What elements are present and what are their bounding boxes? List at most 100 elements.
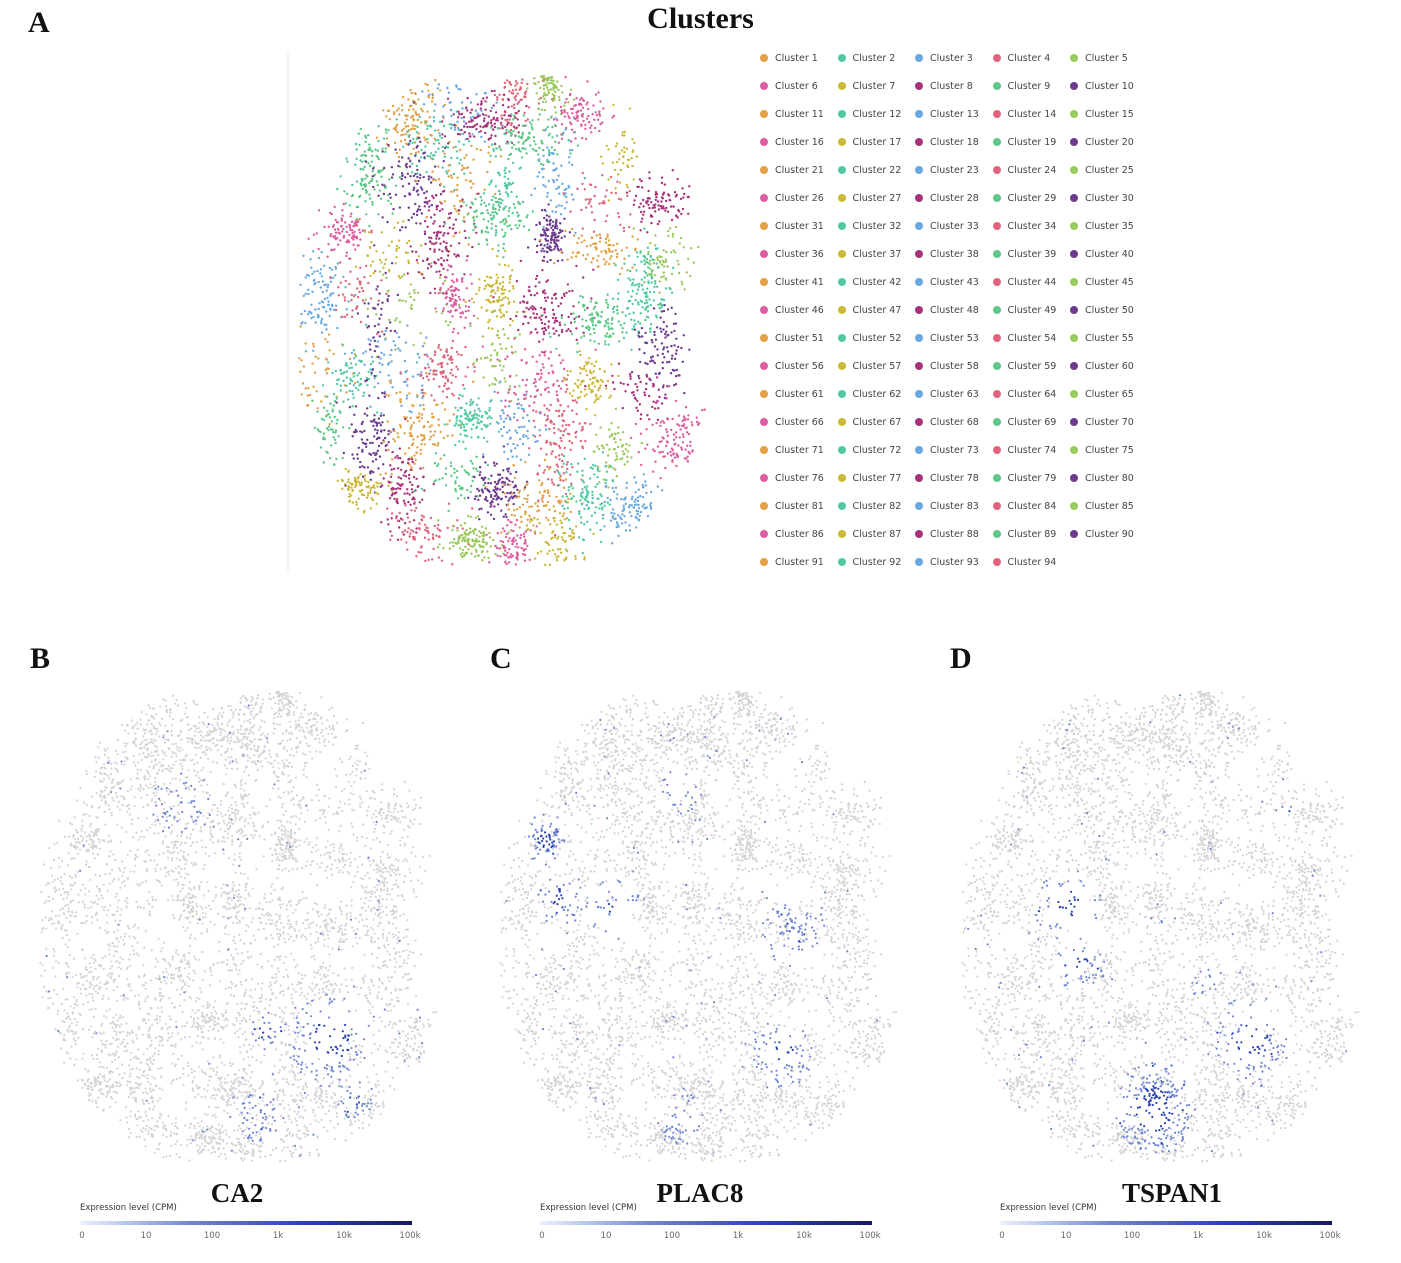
cell-point	[446, 526, 449, 530]
cell-point	[519, 259, 522, 263]
cell-point	[543, 93, 546, 96]
cell-point	[368, 246, 372, 249]
cell-point	[482, 532, 485, 535]
cell-point	[451, 273, 454, 276]
cell-point	[340, 224, 343, 228]
cell-point	[444, 320, 448, 323]
cell-point	[611, 486, 614, 490]
cell-point	[576, 241, 579, 245]
cell-point	[478, 473, 481, 477]
cell-point	[524, 540, 527, 543]
cell-point	[437, 258, 440, 261]
cell-point	[511, 480, 514, 484]
cell-point	[361, 450, 364, 453]
cell-point	[451, 392, 454, 395]
cell-point	[681, 433, 685, 436]
cell-point	[388, 380, 391, 383]
cell-point	[533, 294, 536, 297]
cell-point	[557, 384, 561, 388]
cell-point	[552, 169, 555, 172]
cell-point	[429, 291, 432, 295]
cell-point	[498, 190, 501, 193]
cell-point	[525, 216, 528, 219]
cell-point	[449, 211, 453, 215]
cell-point	[490, 289, 494, 292]
cell-point	[550, 297, 554, 300]
cell-point	[595, 311, 598, 314]
cell-point	[624, 448, 627, 451]
cell-point	[419, 222, 422, 225]
cell-point	[585, 485, 589, 488]
cell-point	[469, 544, 472, 547]
cell-point	[588, 200, 592, 203]
cell-point	[535, 274, 539, 278]
cell-point	[684, 427, 687, 430]
cell-point	[510, 105, 514, 108]
cell-point	[443, 135, 447, 138]
cell-point	[492, 296, 495, 299]
cell-point	[570, 256, 573, 259]
cell-point	[631, 289, 634, 293]
cell-point	[312, 342, 315, 346]
cell-point	[668, 385, 671, 388]
cell-point	[420, 244, 423, 247]
cell-point	[561, 459, 564, 463]
cell-point	[631, 328, 634, 331]
cell-point	[460, 415, 463, 418]
cell-point	[569, 121, 572, 124]
cell-point	[662, 261, 666, 264]
cell-point	[563, 207, 567, 210]
cell-point	[322, 437, 325, 441]
cell-point	[408, 457, 411, 461]
cell-point	[384, 329, 387, 333]
cell-point	[380, 330, 384, 333]
cell-point	[633, 319, 636, 322]
cell-point	[612, 467, 615, 470]
cell-point	[610, 511, 613, 515]
cell-point	[475, 413, 479, 416]
cell-point	[506, 483, 510, 486]
cell-point	[495, 334, 499, 337]
cell-point	[597, 447, 601, 451]
cell-point	[323, 438, 327, 441]
cell-point	[504, 357, 507, 361]
cell-point	[584, 123, 587, 127]
cell-point	[445, 295, 448, 299]
cell-point	[350, 366, 354, 369]
cell-point	[644, 308, 647, 311]
cell-point	[660, 489, 664, 492]
cell-point	[596, 469, 599, 472]
cell-point	[470, 402, 474, 406]
cell-point	[321, 290, 325, 294]
cell-point	[438, 270, 441, 273]
cell-point	[557, 555, 560, 558]
cell-point	[440, 362, 443, 366]
cell-point	[371, 150, 374, 153]
cell-point	[410, 424, 413, 427]
cell-point	[385, 131, 388, 134]
cell-point	[304, 292, 307, 295]
cell-point	[527, 308, 530, 311]
cell-point	[671, 354, 674, 357]
cell-point	[535, 251, 539, 254]
cell-point	[512, 203, 516, 206]
cell-point	[661, 367, 664, 370]
cell-point	[588, 313, 591, 317]
cell-point	[355, 503, 358, 506]
cell-point	[473, 117, 476, 120]
cell-point	[656, 258, 659, 261]
cell-point	[472, 314, 476, 317]
cell-point	[527, 228, 531, 232]
cell-point	[395, 109, 399, 112]
cell-point	[528, 447, 531, 450]
cell-point	[396, 501, 399, 505]
cell-point	[546, 243, 549, 246]
cell-point	[565, 329, 568, 333]
cell-point	[498, 93, 501, 96]
cell-point	[395, 256, 398, 259]
cell-point	[454, 482, 457, 485]
cell-point	[334, 369, 338, 373]
cell-point	[437, 142, 441, 145]
cell-point	[538, 521, 541, 525]
cell-point	[367, 181, 371, 185]
